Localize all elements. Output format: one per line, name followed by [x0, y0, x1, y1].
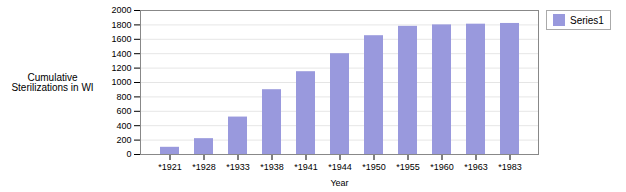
svg-text:1200: 1200 — [111, 63, 131, 73]
svg-text:1600: 1600 — [111, 34, 131, 44]
svg-text:1000: 1000 — [111, 77, 131, 87]
svg-text:600: 600 — [116, 106, 131, 116]
svg-text:*1941: *1941 — [294, 162, 318, 172]
svg-text:1800: 1800 — [111, 20, 131, 30]
svg-text:*1963: *1963 — [464, 162, 488, 172]
svg-text:1400: 1400 — [111, 49, 131, 59]
svg-text:*1921: *1921 — [158, 162, 182, 172]
svg-text:Year: Year — [330, 178, 348, 188]
svg-text:*1955: *1955 — [396, 162, 420, 172]
svg-text:*1938: *1938 — [260, 162, 284, 172]
svg-text:2000: 2000 — [111, 5, 131, 15]
svg-text:*1933: *1933 — [226, 162, 250, 172]
svg-text:0: 0 — [126, 149, 131, 159]
svg-text:*1928: *1928 — [192, 162, 216, 172]
svg-text:CumulativeSterilizations in WI: CumulativeSterilizations in WI — [11, 72, 93, 93]
svg-text:*1950: *1950 — [362, 162, 386, 172]
svg-text:800: 800 — [116, 92, 131, 102]
svg-text:400: 400 — [116, 121, 131, 131]
svg-text:*1983: *1983 — [498, 162, 522, 172]
svg-text:200: 200 — [116, 135, 131, 145]
svg-text:*1960: *1960 — [430, 162, 454, 172]
svg-text:*1944: *1944 — [328, 162, 352, 172]
html-text:Series1: Series1 — [570, 14, 604, 26]
